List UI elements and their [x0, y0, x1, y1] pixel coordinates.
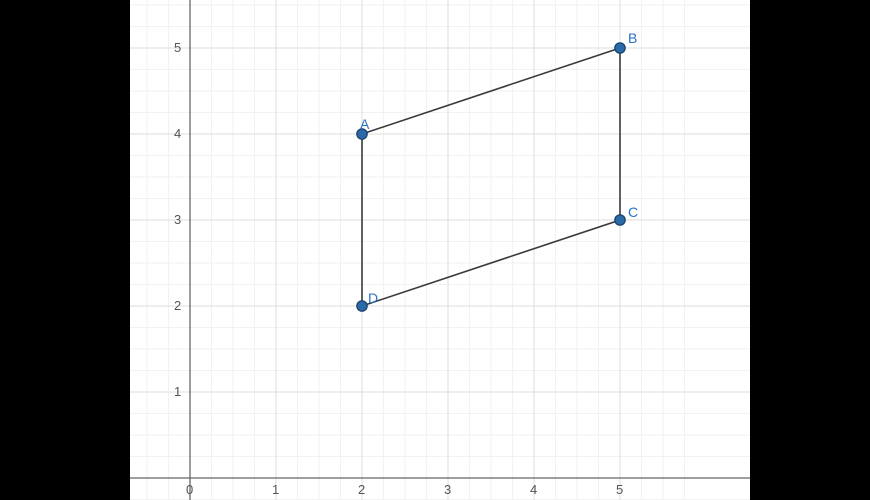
point-d[interactable]	[357, 301, 367, 311]
y-tick-label: 1	[174, 384, 181, 399]
plot-area: 0 1 2 3 4 5 1 2 3 4 5 A B C D	[130, 0, 750, 500]
point-label-a: A	[360, 116, 369, 132]
y-tick-label: 5	[174, 40, 181, 55]
point-c[interactable]	[615, 215, 625, 225]
x-tick-label: 2	[358, 482, 365, 497]
point-b[interactable]	[615, 43, 625, 53]
x-tick-label: 4	[530, 482, 537, 497]
x-tick-label: 1	[272, 482, 279, 497]
point-label-c: C	[628, 204, 638, 220]
y-tick-label: 3	[174, 212, 181, 227]
y-tick-label: 2	[174, 298, 181, 313]
x-tick-label: 0	[186, 482, 193, 497]
point-label-b: B	[628, 30, 637, 46]
x-tick-label: 3	[444, 482, 451, 497]
y-tick-label: 4	[174, 126, 181, 141]
x-tick-label: 5	[616, 482, 623, 497]
coordinate-plane[interactable]	[130, 0, 750, 500]
point-label-d: D	[368, 290, 378, 306]
